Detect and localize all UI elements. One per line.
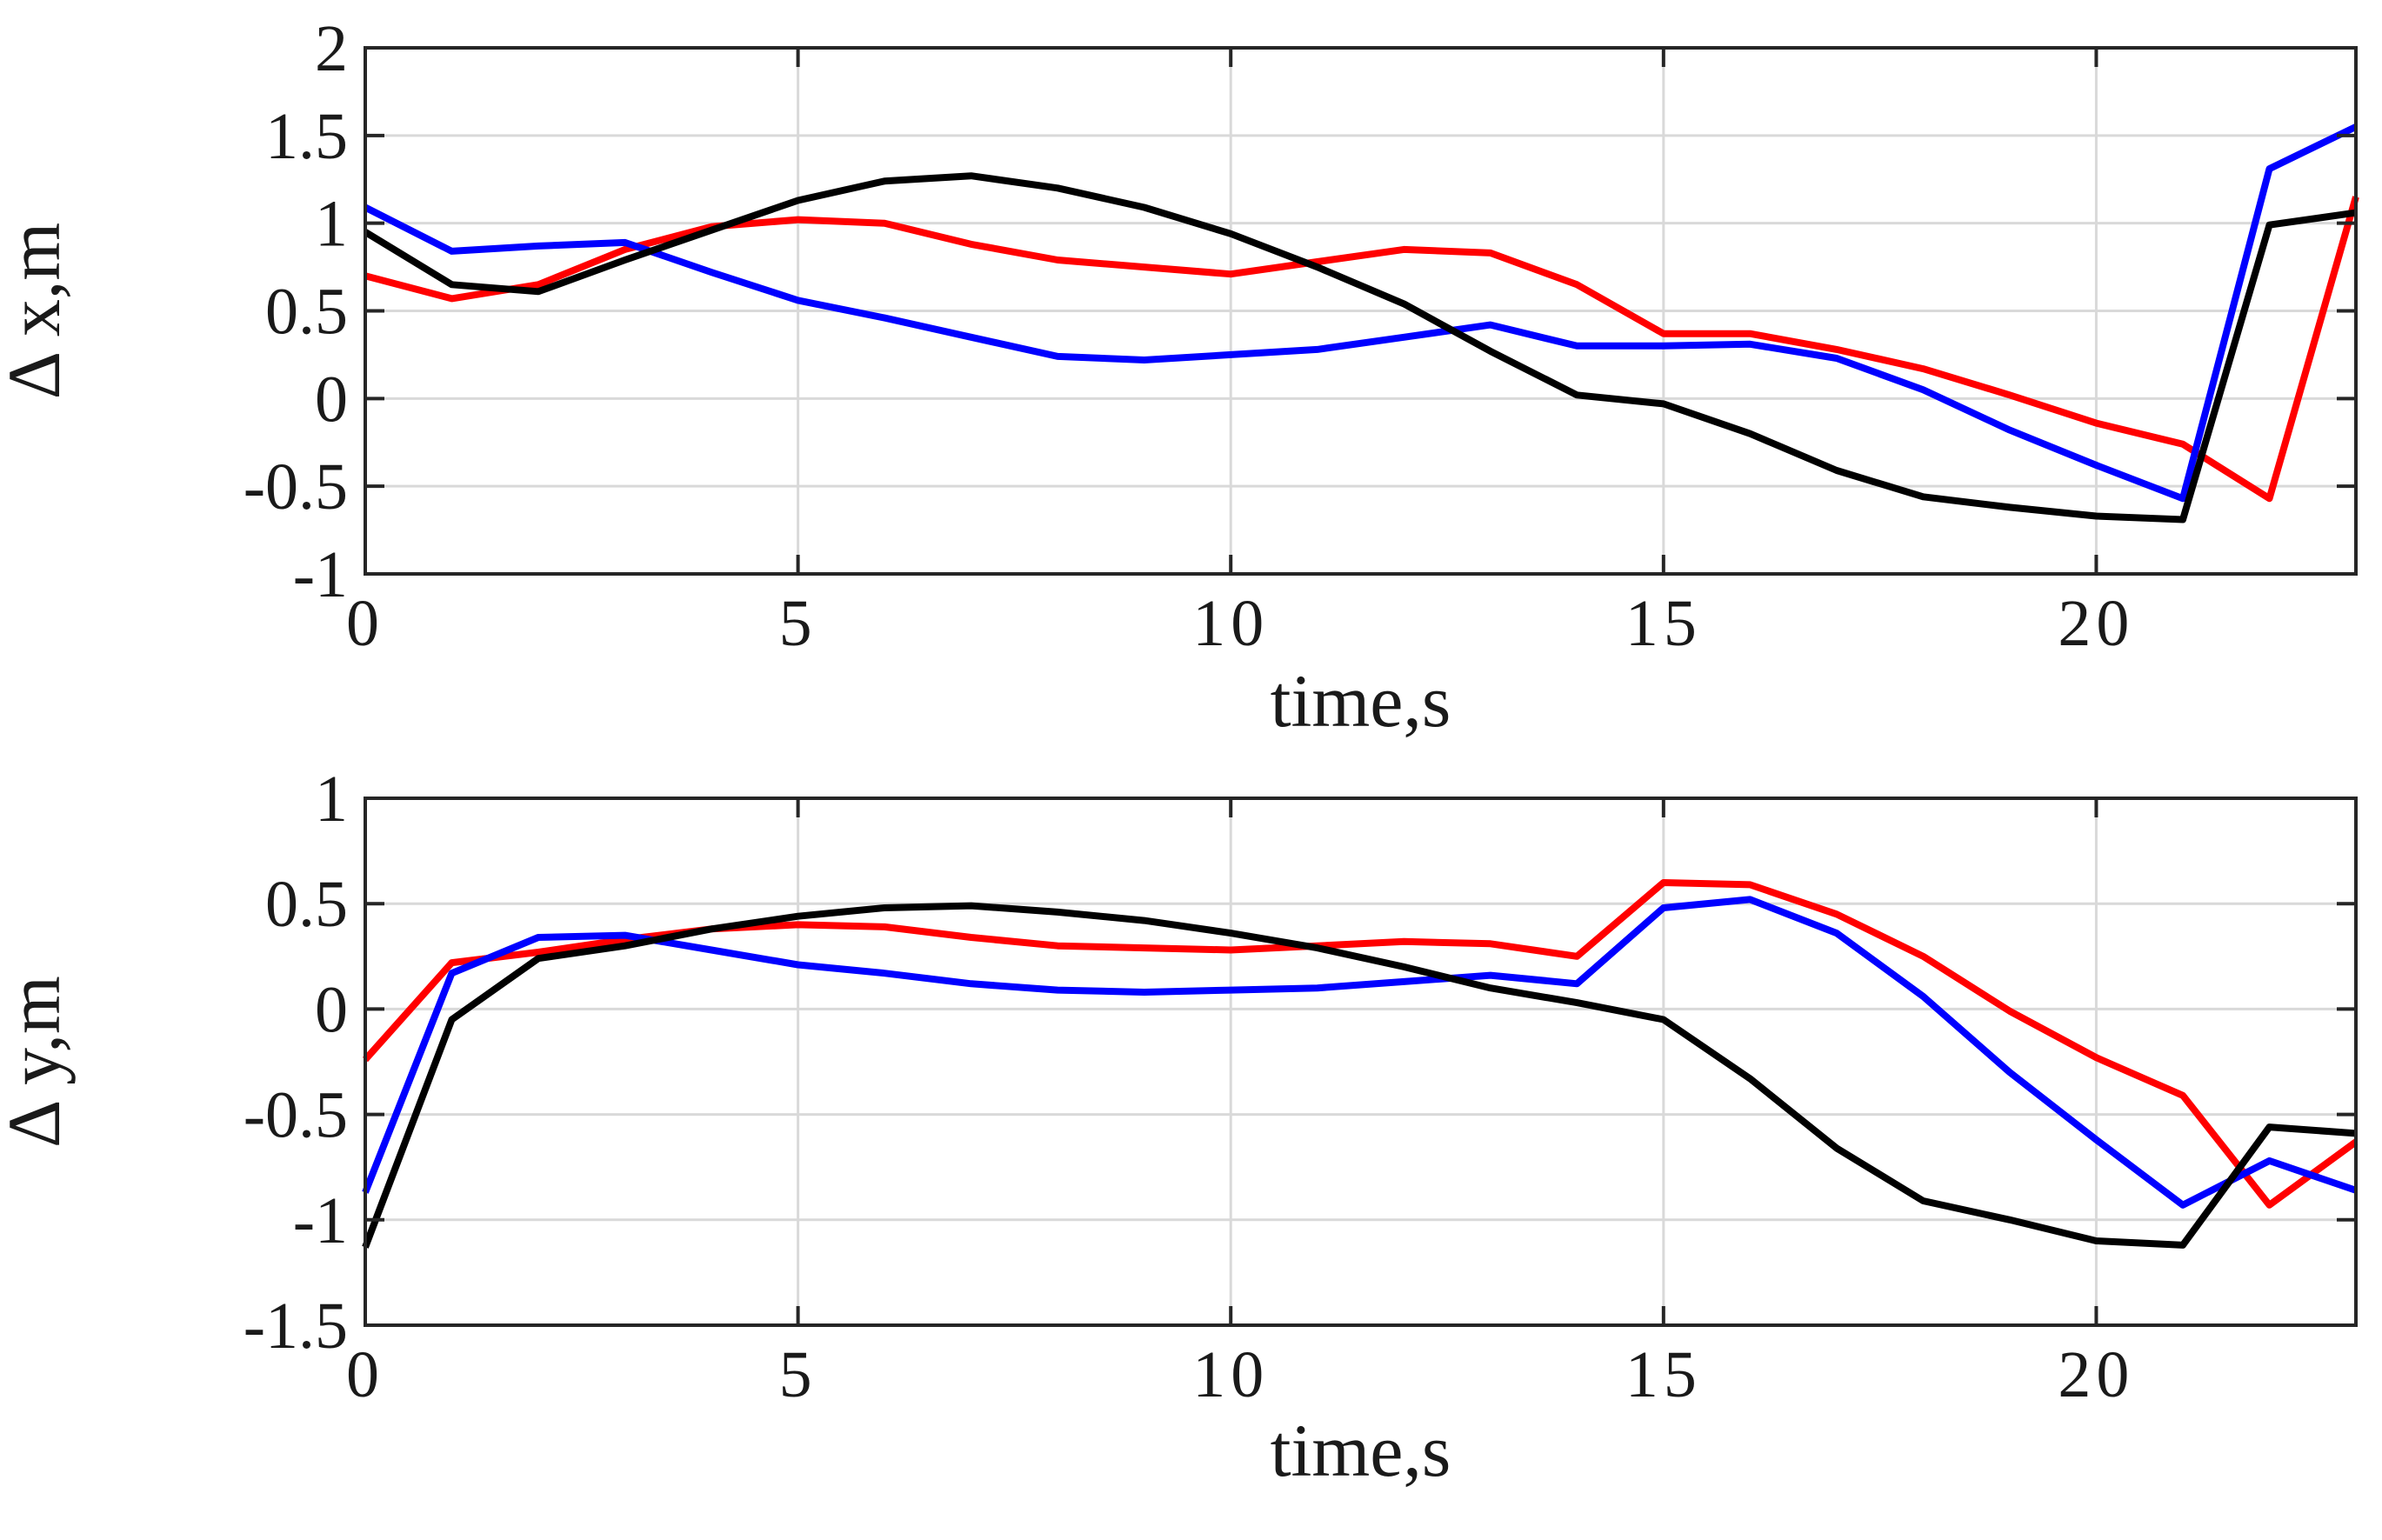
y-tick-label-1-3: 0.5: [265, 276, 348, 349]
x-tick-label-2-0: 0: [346, 1338, 384, 1411]
y-tick-label-2-5: 1: [315, 763, 348, 836]
x-tick-label-2-2: 10: [1192, 1338, 1269, 1411]
x-axis-title-2: time,s: [1271, 1409, 1451, 1492]
y-tick-label-1-4: 1: [315, 188, 348, 261]
y-tick-label-1-0: -1: [293, 538, 348, 611]
subplot-2: 0 5 10 15 20 -1.5 -1 -0.5 0 0.5 1 time,s Δ y,m: [0, 763, 2359, 1492]
y-tick-label-2-0: -1.5: [244, 1290, 348, 1363]
y-tick-label-2-4: 0.5: [265, 868, 348, 941]
x-tick-label-2-4: 20: [2058, 1338, 2134, 1411]
y-tick-label-1-5: 1.5: [265, 100, 348, 173]
y-tick-label-2-3: 0: [315, 973, 348, 1046]
series-line-2-2: [362, 896, 2358, 1209]
x-axis-title-1: time,s: [1271, 659, 1451, 743]
x-tick-label-2-3: 15: [1625, 1338, 1702, 1411]
y-tick-label-2-1: -1: [293, 1184, 348, 1257]
x-tick-label-1-4: 20: [2058, 587, 2134, 660]
x-tick-label-1-0: 0: [346, 587, 384, 660]
plot-frame-2: [364, 797, 2358, 1327]
x-tick-label-1-1: 5: [779, 587, 817, 660]
y-tick-label-2-2: -0.5: [244, 1079, 348, 1152]
x-tick-label-1-3: 15: [1625, 587, 1702, 660]
y-tick-label-1-2: 0: [315, 363, 348, 436]
y-tick-label-1-6: 2: [315, 12, 348, 85]
series-line-1-3: [363, 172, 2357, 523]
y-axis-title-1: Δ x,m: [0, 223, 76, 399]
series-line-1-2: [364, 123, 2358, 503]
series-line-1-1: [364, 196, 2359, 503]
series-line-2-3: [362, 902, 2357, 1249]
x-tick-label-2-1: 5: [779, 1338, 817, 1411]
x-tick-label-1-2: 10: [1192, 587, 1269, 660]
subplot-1: 0 5 10 15 20 -1 -0.5 0 0.5 1 1.5 2 time,s Δ x,m: [0, 12, 2359, 743]
y-tick-label-1-1: -0.5: [244, 450, 348, 523]
y-axis-title-2: Δ y,m: [0, 976, 76, 1148]
